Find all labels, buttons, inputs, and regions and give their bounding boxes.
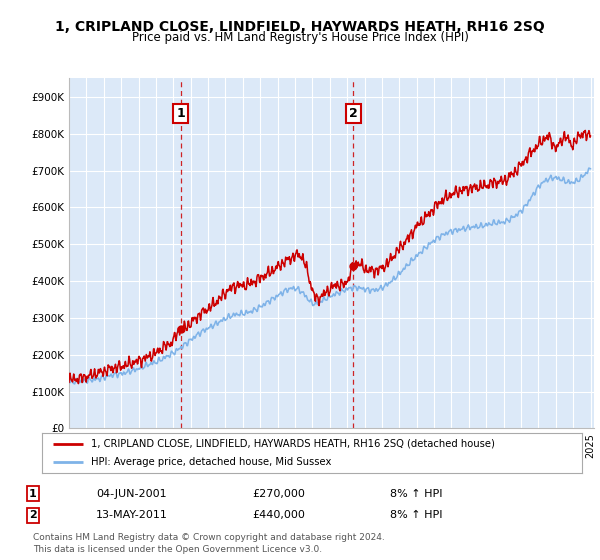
Text: 1, CRIPLAND CLOSE, LINDFIELD, HAYWARDS HEATH, RH16 2SQ (detached house): 1, CRIPLAND CLOSE, LINDFIELD, HAYWARDS H… xyxy=(91,439,494,449)
Text: HPI: Average price, detached house, Mid Sussex: HPI: Average price, detached house, Mid … xyxy=(91,458,331,467)
Text: 2: 2 xyxy=(29,510,37,520)
Text: Contains HM Land Registry data © Crown copyright and database right 2024.
This d: Contains HM Land Registry data © Crown c… xyxy=(33,533,385,554)
Text: 1, CRIPLAND CLOSE, LINDFIELD, HAYWARDS HEATH, RH16 2SQ: 1, CRIPLAND CLOSE, LINDFIELD, HAYWARDS H… xyxy=(55,20,545,34)
Text: £440,000: £440,000 xyxy=(252,510,305,520)
Text: £270,000: £270,000 xyxy=(252,489,305,499)
Text: 8% ↑ HPI: 8% ↑ HPI xyxy=(390,510,443,520)
Text: 2: 2 xyxy=(349,107,358,120)
Text: 13-MAY-2011: 13-MAY-2011 xyxy=(96,510,168,520)
Text: 1: 1 xyxy=(176,107,185,120)
Text: 1: 1 xyxy=(29,489,37,499)
Text: 04-JUN-2001: 04-JUN-2001 xyxy=(96,489,167,499)
Text: 8% ↑ HPI: 8% ↑ HPI xyxy=(390,489,443,499)
Text: Price paid vs. HM Land Registry's House Price Index (HPI): Price paid vs. HM Land Registry's House … xyxy=(131,31,469,44)
